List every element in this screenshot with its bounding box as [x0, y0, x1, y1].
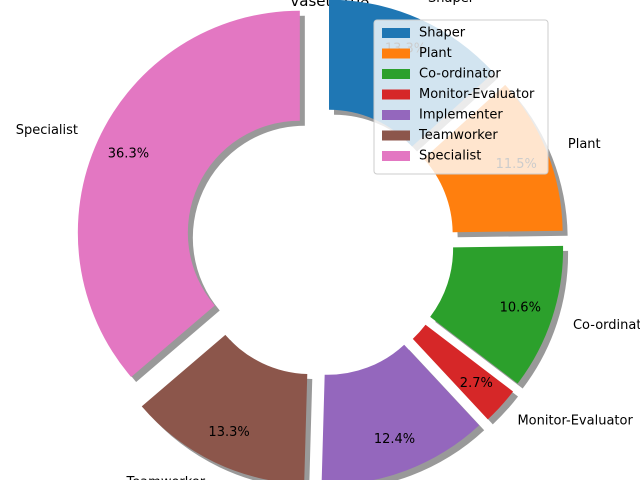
legend-swatch-implementer [382, 110, 410, 120]
legend-box [373, 19, 549, 175]
legend-swatch-plant [382, 48, 410, 59]
slice-specialist [77, 10, 300, 378]
percent-label-co-ordinator: 10.6% [500, 301, 541, 316]
slice-implementer [321, 344, 480, 480]
percent-label-implementer: 12.4% [374, 432, 415, 447]
legend-swatch-shaper [382, 28, 410, 38]
legend: Shaper Plant Co-ordinator Monitor-Evaluator… [373, 19, 549, 175]
slice-co-ordinator [430, 245, 564, 384]
category-label-monitor-evaluator: Monitor-Evaluator [517, 413, 633, 428]
legend-swatch-co-ordinator [382, 69, 410, 79]
category-label-specialist: Specialist [16, 123, 78, 138]
category-label-co-ordinator: Co-ordinator [573, 318, 640, 333]
legend-label-shaper: Shaper [419, 26, 466, 41]
category-label-teamworker: Teamworker [125, 475, 205, 480]
legend-label-implementer: Implementer [419, 108, 503, 123]
legend-label-monitor-evaluator: Monitor-Evaluator [419, 87, 535, 102]
legend-label-teamworker: Teamworker [418, 128, 498, 143]
category-labels: Shaper Plant Co-ordinator Monitor-Evaluator… [16, 0, 640, 480]
legend-label-specialist: Specialist [419, 149, 481, 164]
legend-swatch-specialist [382, 151, 410, 161]
legend-swatch-teamworker [382, 130, 410, 141]
slice-monitor-evaluator [412, 324, 514, 420]
percent-label-specialist: 36.3% [108, 146, 149, 161]
percent-label-monitor-evaluator: 2.7% [460, 376, 493, 391]
legend-label-co-ordinator: Co-ordinator [419, 67, 501, 82]
slice-teamworker [141, 334, 308, 480]
category-label-plant: Plant [568, 137, 601, 152]
legend-swatch-monitor-evaluator [382, 89, 410, 100]
category-label-shaper: Shaper [428, 0, 475, 6]
percent-label-teamworker: 13.3% [208, 425, 249, 440]
legend-label-plant: Plant [419, 46, 452, 61]
